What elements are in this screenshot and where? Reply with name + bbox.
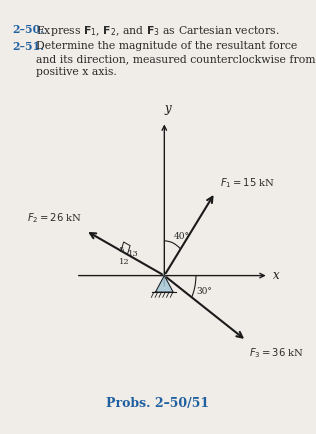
Text: positive x axis.: positive x axis. — [36, 67, 117, 77]
Text: $F_3 = 36$ kN: $F_3 = 36$ kN — [249, 346, 304, 360]
Text: 2–51.: 2–51. — [13, 41, 45, 52]
Text: $F_2 = 26$ kN: $F_2 = 26$ kN — [27, 211, 82, 225]
Text: Determine the magnitude of the resultant force: Determine the magnitude of the resultant… — [36, 41, 298, 51]
Text: Express $\mathbf{F}_1$, $\mathbf{F}_2$, and $\mathbf{F}_3$ as Cartesian vectors.: Express $\mathbf{F}_1$, $\mathbf{F}_2$, … — [36, 24, 280, 38]
Text: $F_1 = 15$ kN: $F_1 = 15$ kN — [220, 177, 275, 190]
Text: x: x — [273, 269, 280, 282]
Polygon shape — [155, 276, 173, 292]
Text: 2–50.: 2–50. — [13, 24, 45, 35]
Text: 13: 13 — [128, 250, 139, 258]
Text: 40°: 40° — [173, 232, 190, 241]
Text: 30°: 30° — [196, 287, 212, 296]
Text: 5: 5 — [118, 246, 124, 254]
Text: y: y — [164, 102, 171, 115]
Text: Probs. 2–50/51: Probs. 2–50/51 — [106, 397, 210, 410]
Text: 12: 12 — [119, 258, 130, 266]
Text: and its direction, measured counterclockwise from the: and its direction, measured counterclock… — [36, 54, 316, 64]
